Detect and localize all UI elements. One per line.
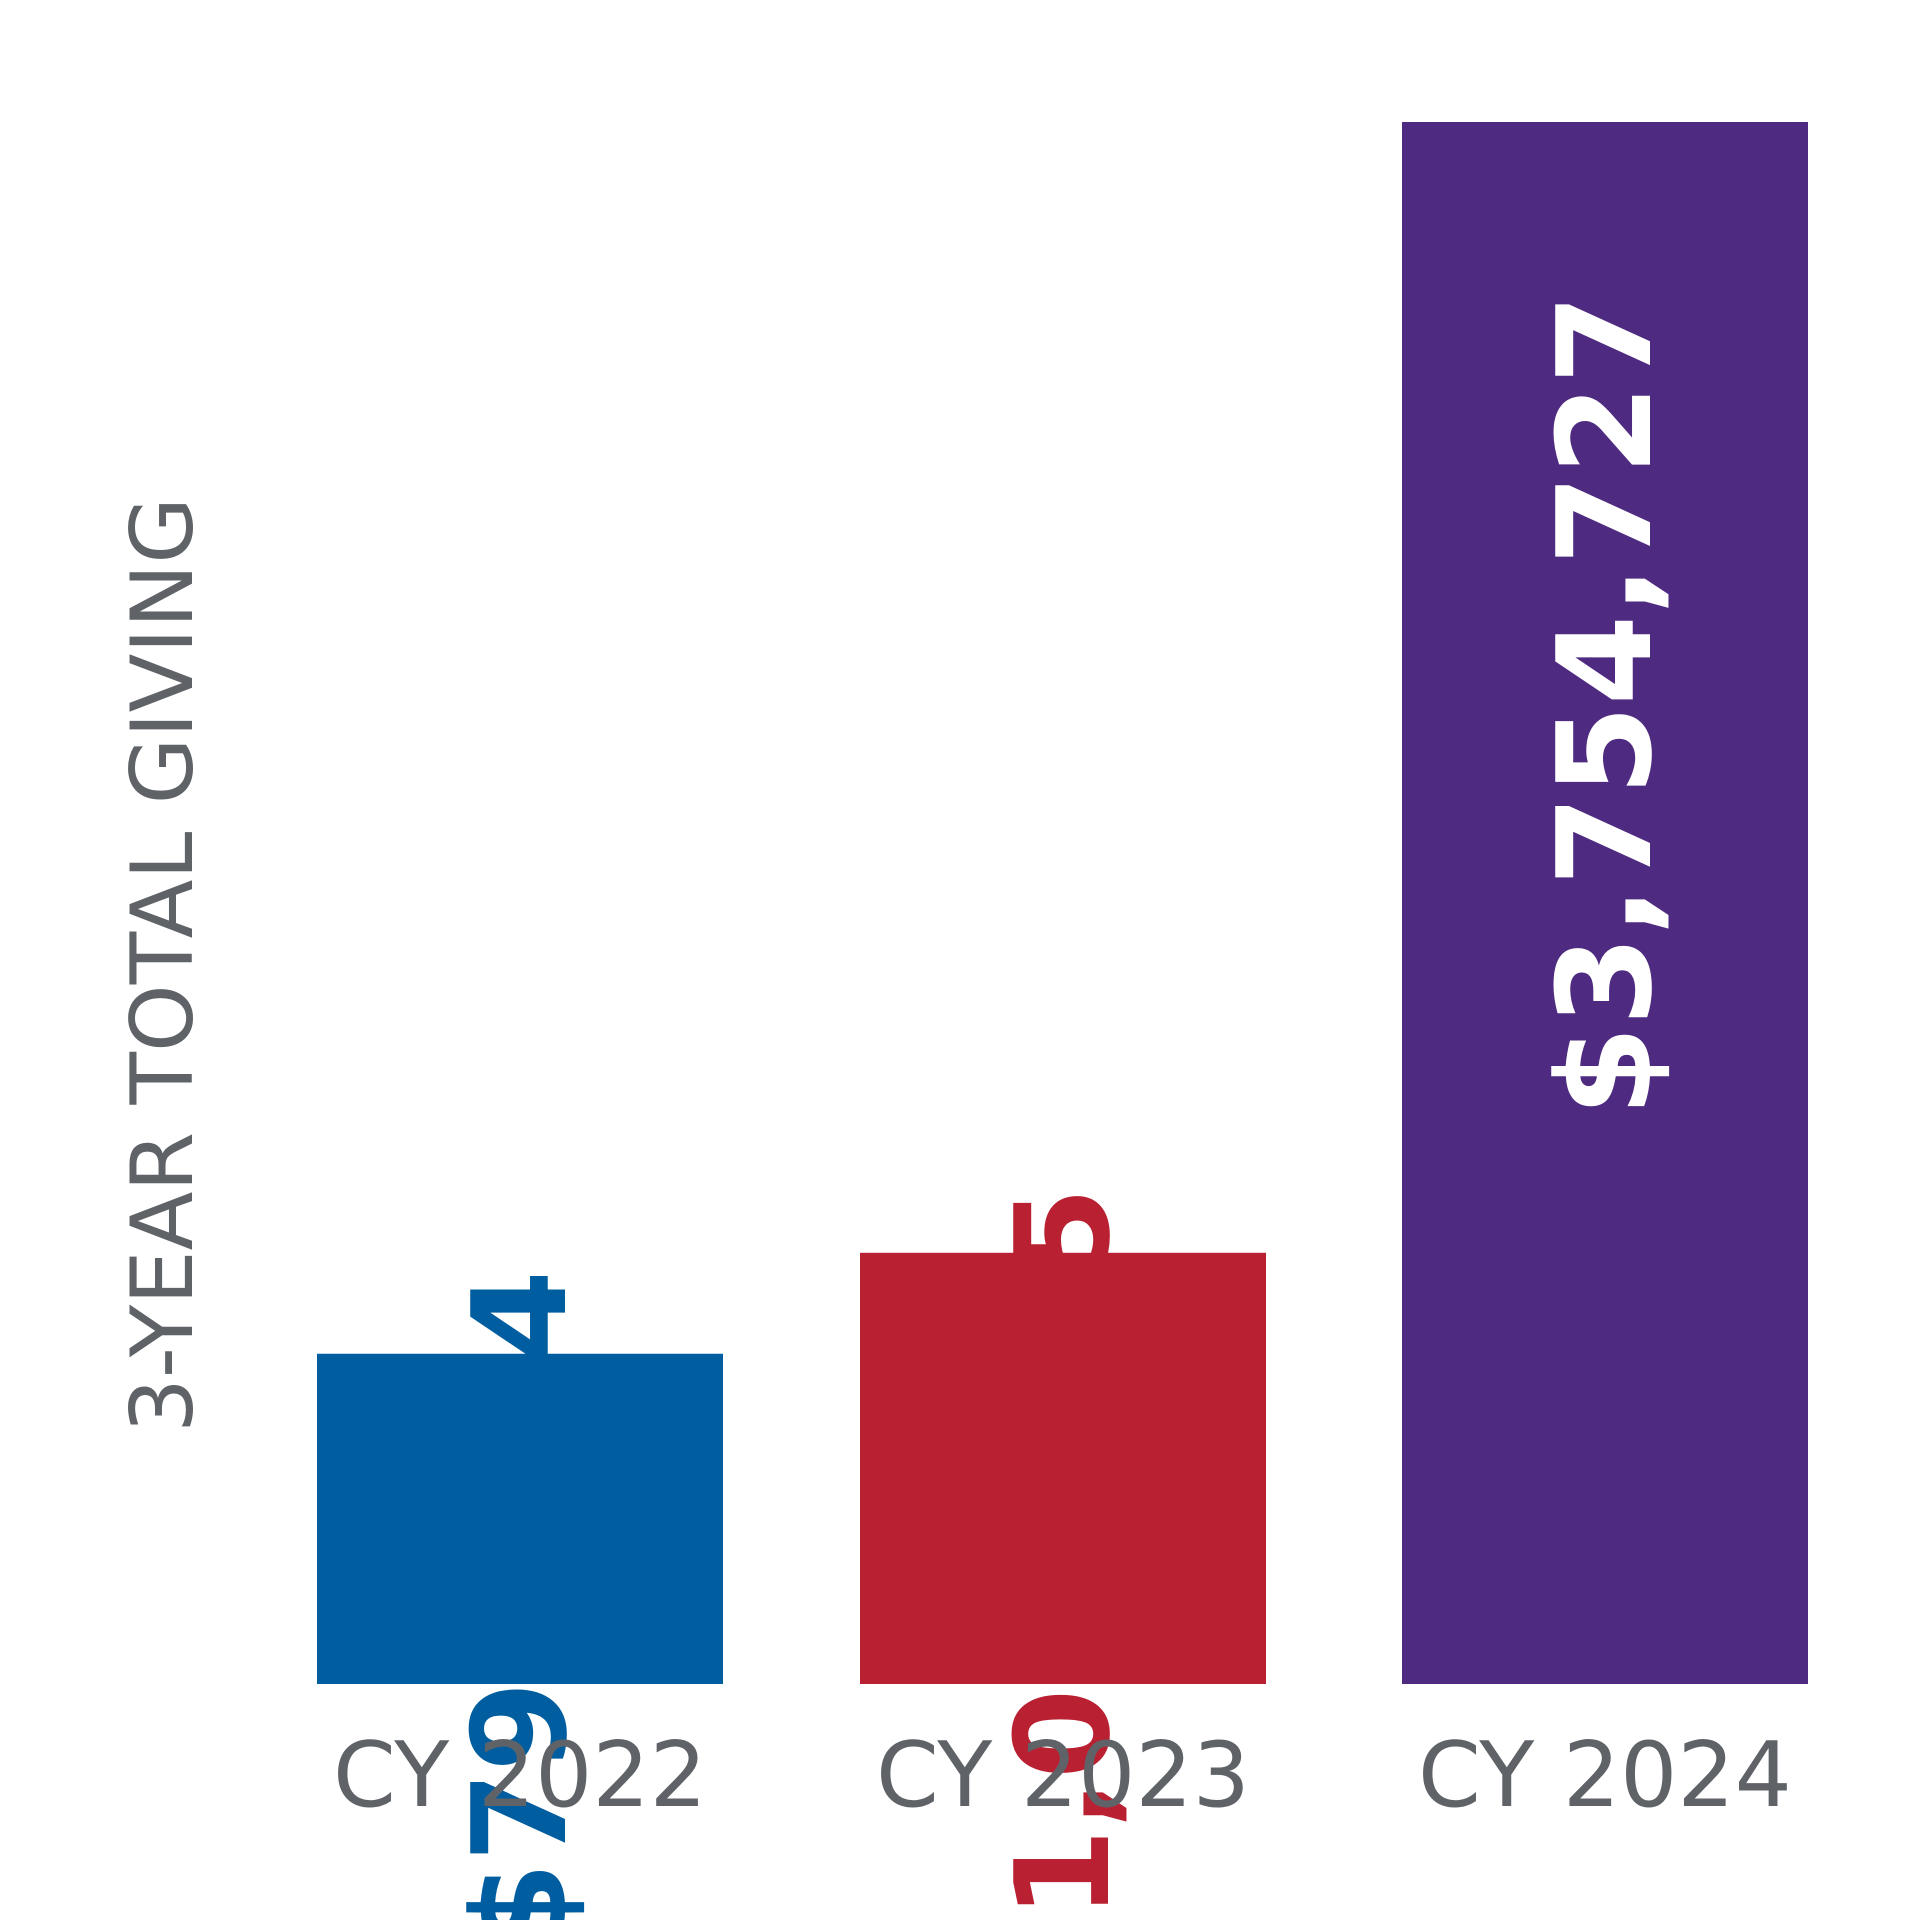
x-tick-label: CY 2022 — [333, 1723, 707, 1828]
x-tick-labels-group: CY 2022 CY 2023 CY 2024 — [333, 1723, 1792, 1828]
x-tick-label: CY 2024 — [1418, 1723, 1792, 1828]
bar-value-label: $1,036,535 — [987, 1187, 1139, 1920]
y-axis-title: 3-YEAR TOTAL GIVING — [113, 497, 213, 1433]
bar-cy-2024 — [1402, 122, 1808, 1684]
bars-group — [317, 122, 1808, 1684]
bar-cy-2022 — [317, 1353, 723, 1684]
value-labels-group: $793,864 $1,036,535 $3,754,727 — [444, 294, 1681, 1920]
bar-value-label: $3,754,727 — [1529, 294, 1681, 1116]
x-tick-label: CY 2023 — [876, 1723, 1250, 1828]
bar-cy-2023 — [860, 1252, 1266, 1684]
bar-value-label: $793,864 — [444, 1270, 596, 1920]
